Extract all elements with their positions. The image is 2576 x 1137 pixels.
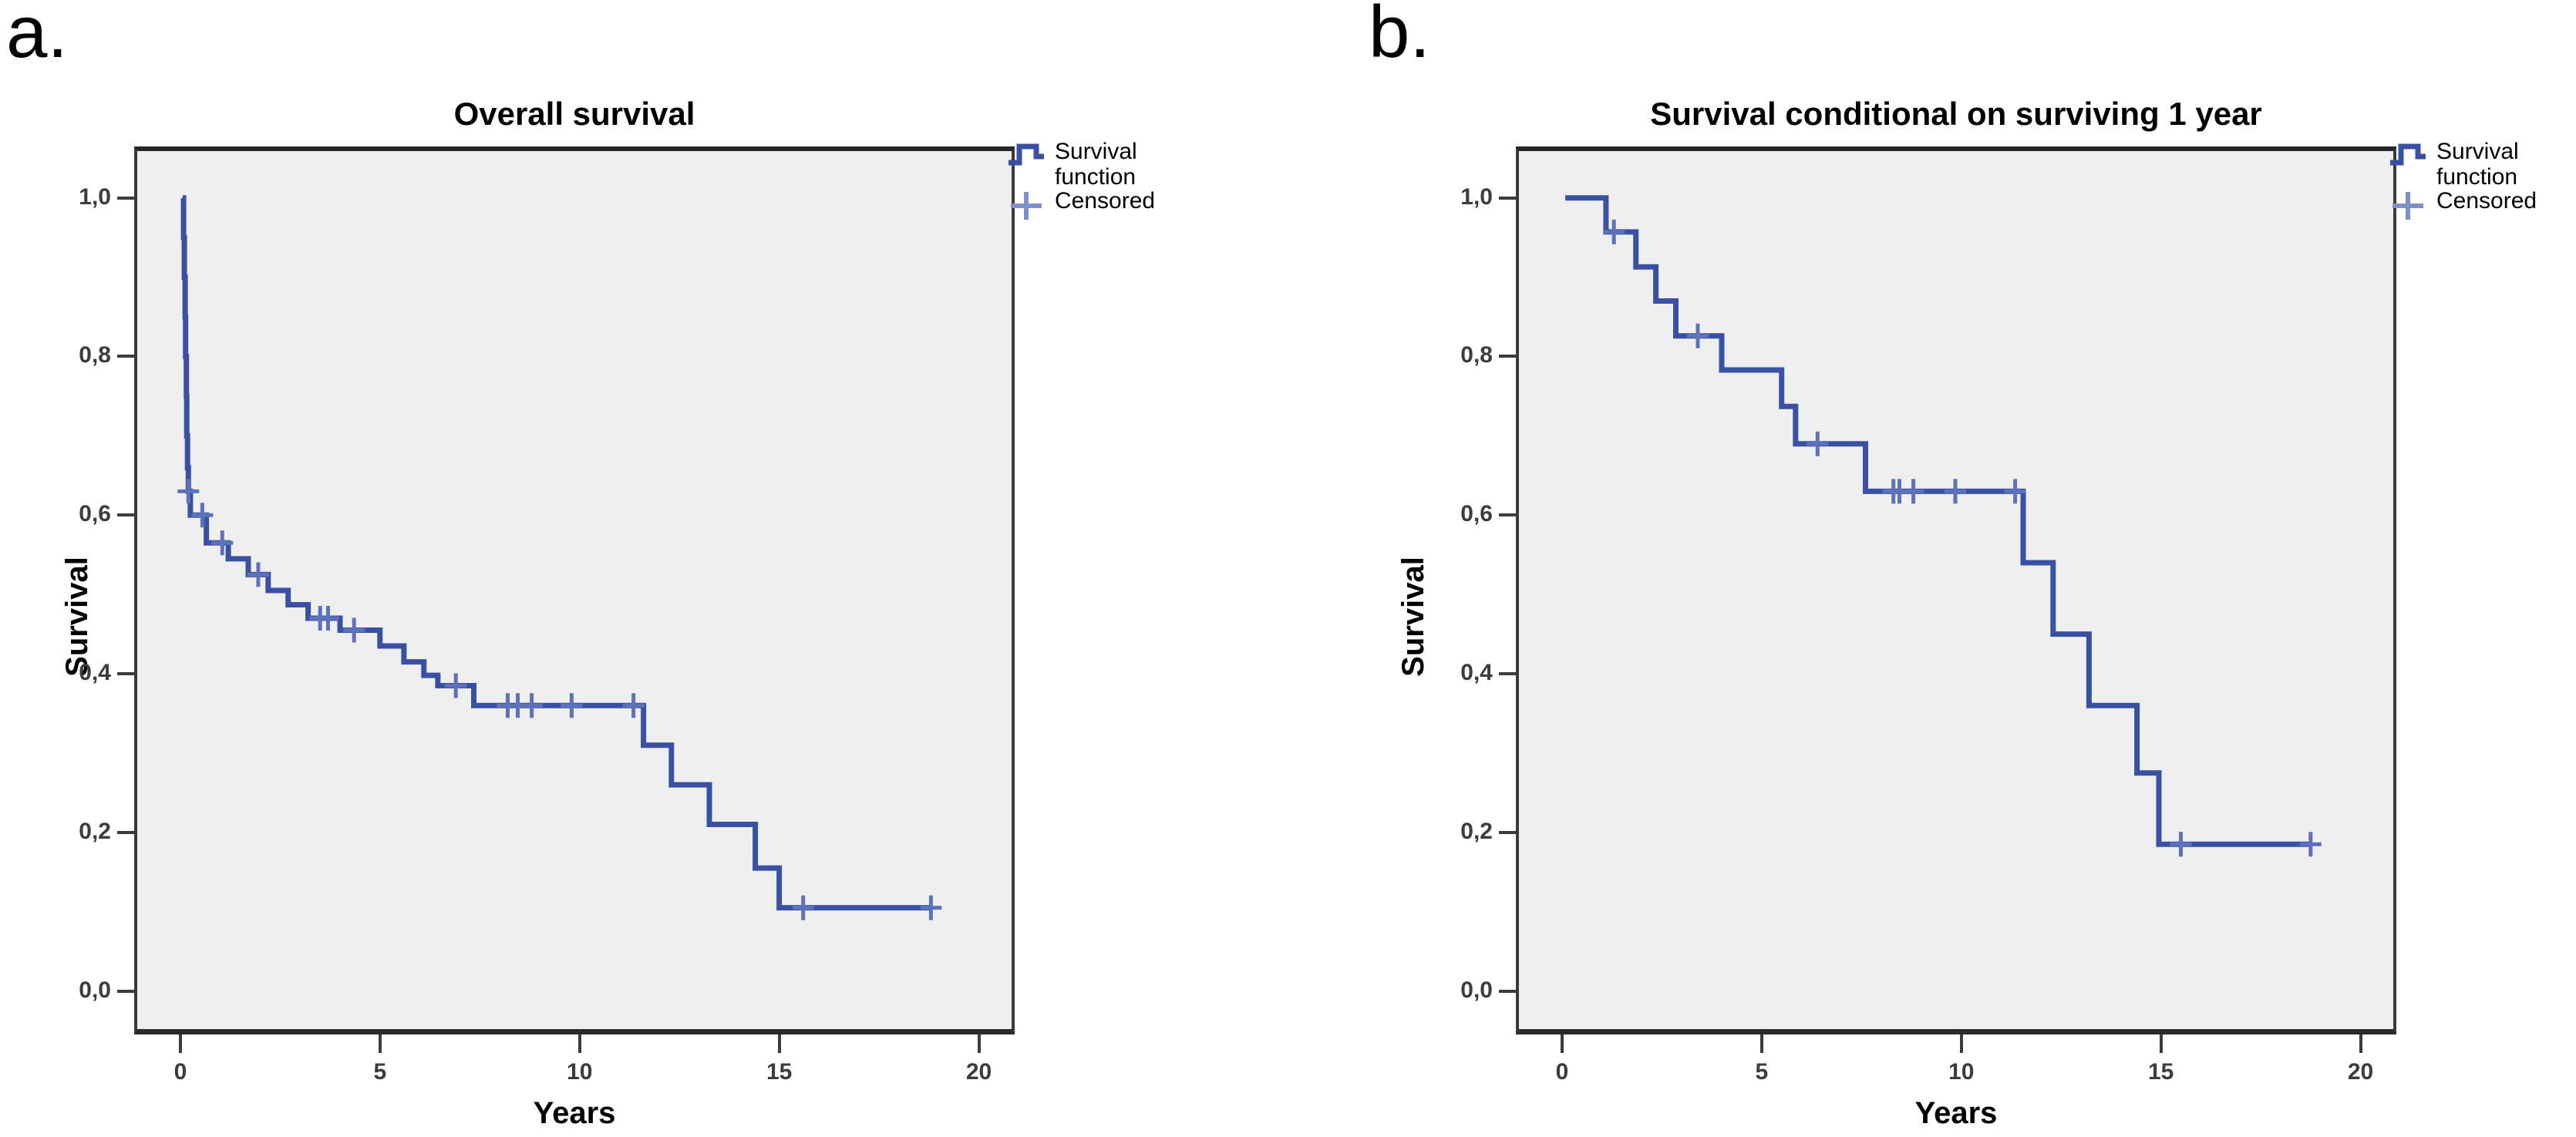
censored-marks bbox=[177, 479, 942, 920]
y-tick-label: 0,6 bbox=[1460, 501, 1493, 527]
y-tick-label: 1,0 bbox=[1460, 183, 1493, 210]
censored-plus-icon bbox=[2392, 192, 2423, 220]
y-tick-mark bbox=[117, 196, 134, 200]
survival-function-step-icon bbox=[2390, 143, 2426, 166]
x-tick-mark bbox=[1560, 1034, 1564, 1053]
chart-title: Overall survival bbox=[453, 96, 695, 132]
y-tick-label: 0,4 bbox=[79, 660, 111, 686]
legend-item-survival-function: Survival function bbox=[2390, 139, 2576, 190]
survival-function-curve bbox=[180, 195, 931, 911]
legend-label: Censored bbox=[2436, 188, 2537, 214]
survival-function-step-icon bbox=[1009, 143, 1044, 166]
y-tick-label: 0,8 bbox=[1460, 342, 1493, 368]
x-tick-mark bbox=[1959, 1034, 1963, 1053]
x-tick-label: 20 bbox=[965, 1059, 992, 1085]
x-tick-label: 15 bbox=[766, 1059, 793, 1085]
x-tick-label: 5 bbox=[373, 1059, 387, 1085]
y-tick-label: 0,2 bbox=[1460, 818, 1493, 844]
x-tick-label: 15 bbox=[2147, 1059, 2174, 1085]
y-tick-label: 0,0 bbox=[1460, 977, 1493, 1003]
legend: Survival function Censored bbox=[2390, 139, 2576, 224]
survival-function-curve bbox=[1565, 195, 2311, 847]
y-tick-label: 0,4 bbox=[1460, 660, 1493, 686]
y-tick-mark bbox=[117, 513, 134, 517]
y-tick-mark bbox=[117, 355, 134, 358]
y-tick-mark bbox=[117, 989, 134, 993]
x-tick-mark bbox=[2159, 1034, 2163, 1053]
x-tick-label: 20 bbox=[2347, 1059, 2374, 1085]
legend: Survival function Censored bbox=[1009, 139, 1217, 224]
plot-area bbox=[1516, 146, 2396, 1034]
y-tick-mark bbox=[1499, 989, 1516, 993]
x-tick-mark bbox=[2359, 1034, 2362, 1053]
x-tick-label: 10 bbox=[567, 1059, 593, 1085]
plot-area bbox=[134, 146, 1015, 1034]
panel-letter-label: b. bbox=[1369, 0, 1431, 73]
x-tick-mark bbox=[777, 1034, 781, 1053]
x-tick-label: 5 bbox=[1755, 1059, 1769, 1085]
y-tick-mark bbox=[117, 830, 134, 834]
survival-curve-svg bbox=[1565, 195, 2322, 857]
x-tick-mark bbox=[577, 1034, 581, 1053]
survival-curve-svg bbox=[177, 195, 942, 920]
censored-marks bbox=[1603, 219, 2322, 857]
legend-item-censored: Censored bbox=[1009, 188, 1217, 224]
legend-item-survival-function: Survival function bbox=[1009, 139, 1217, 190]
x-tick-mark bbox=[378, 1034, 382, 1053]
y-tick-mark bbox=[1499, 196, 1516, 200]
y-tick-label: 0,8 bbox=[79, 342, 111, 368]
x-tick-label: 0 bbox=[173, 1059, 187, 1085]
x-tick-mark bbox=[977, 1034, 981, 1053]
y-tick-mark bbox=[1499, 513, 1516, 517]
legend-label: Survival function bbox=[1055, 139, 1137, 190]
legend-label: Survival function bbox=[2436, 139, 2519, 190]
y-tick-mark bbox=[1499, 355, 1516, 358]
chart-title: Survival conditional on surviving 1 year bbox=[1650, 96, 2262, 132]
x-tick-mark bbox=[178, 1034, 182, 1053]
y-tick-mark bbox=[117, 672, 134, 676]
x-tick-label: 10 bbox=[1948, 1059, 1975, 1085]
x-axis-title: Years bbox=[1914, 1096, 1998, 1130]
panel-letter-label: a. bbox=[6, 0, 69, 73]
y-tick-label: 0,2 bbox=[79, 818, 111, 844]
x-tick-mark bbox=[1759, 1034, 1763, 1053]
x-axis-title: Years bbox=[533, 1096, 616, 1130]
x-tick-label: 0 bbox=[1555, 1059, 1569, 1085]
legend-item-censored: Censored bbox=[2390, 188, 2576, 224]
y-axis-title: Survival bbox=[1396, 557, 1430, 677]
legend-label: Censored bbox=[1055, 188, 1156, 214]
y-tick-mark bbox=[1499, 672, 1516, 676]
y-tick-label: 0,0 bbox=[79, 977, 111, 1003]
y-tick-mark bbox=[1499, 830, 1516, 834]
censored-plus-icon bbox=[1011, 192, 1042, 220]
y-tick-label: 0,6 bbox=[79, 501, 111, 527]
y-tick-label: 1,0 bbox=[79, 183, 111, 210]
